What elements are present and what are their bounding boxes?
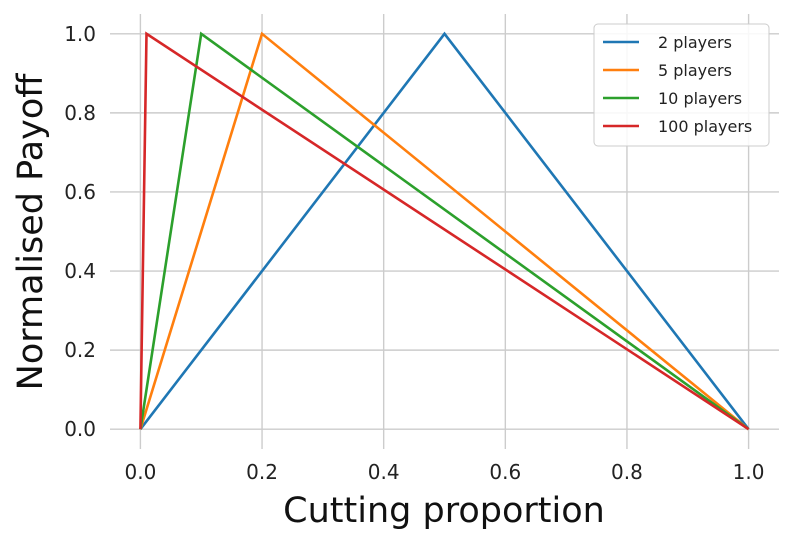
x-tick-label: 0.8 xyxy=(611,460,643,484)
x-axis-label: Cutting proportion xyxy=(283,491,605,531)
legend-box xyxy=(593,23,770,147)
x-tick-label: 0.2 xyxy=(246,460,278,484)
y-axis-label: Normalised Payoff xyxy=(11,73,51,391)
x-tick-label: 0.0 xyxy=(125,460,157,484)
series-line-1 xyxy=(139,31,750,430)
y-tick-label: 0.6 xyxy=(64,180,96,204)
series-line-2 xyxy=(139,31,750,431)
legend-label-3: 10 players xyxy=(658,89,742,108)
y-axis-ticks: 0.0 0.2 0.4 0.6 0.8 1.0 xyxy=(64,22,96,441)
y-tick-label: 1.0 xyxy=(64,22,96,46)
legend-label-1: 2 players xyxy=(658,33,732,52)
y-tick-label: 0.4 xyxy=(64,259,96,283)
series-line-3 xyxy=(139,31,750,431)
x-axis-ticks: 0.0 0.2 0.4 0.6 0.8 1.0 xyxy=(125,460,765,484)
legend-label-4: 100 players xyxy=(658,117,752,136)
series-layer xyxy=(139,31,750,431)
y-tick-label: 0.2 xyxy=(64,338,96,362)
legend: 2 players 5 players 10 players 100 players xyxy=(593,23,770,147)
x-tick-label: 0.4 xyxy=(368,460,400,484)
legend-label-2: 5 players xyxy=(658,61,732,80)
y-tick-label: 0.0 xyxy=(64,417,96,441)
x-tick-label: 0.6 xyxy=(489,460,521,484)
x-tick-label: 1.0 xyxy=(733,460,765,484)
y-tick-label: 0.8 xyxy=(64,101,96,125)
series-line-4 xyxy=(139,31,750,431)
